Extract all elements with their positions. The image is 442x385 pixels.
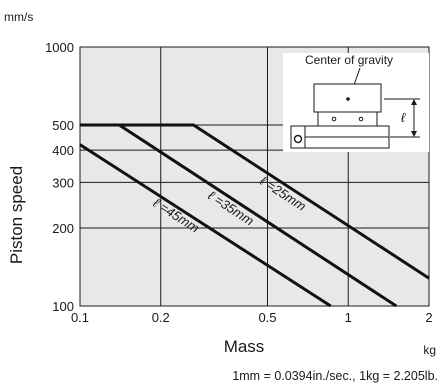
y-tick-label: 500 [52, 118, 74, 133]
conversion-footnote: 1mm = 0.0394in./sec., 1kg = 2.205lb. [232, 369, 438, 383]
series-line-3 [79, 143, 332, 308]
center-of-gravity-mark [346, 97, 350, 101]
y-tick-label: 1000 [45, 40, 74, 55]
port-fitting [293, 134, 303, 144]
x-tick-label: 0.2 [152, 310, 170, 325]
y-tick-label: 100 [52, 299, 74, 314]
x-unit-label: kg [423, 343, 436, 357]
x-tick-label: 0.5 [258, 310, 276, 325]
center-of-gravity-inset: Center of gravity ℓ [283, 53, 429, 152]
y-tick-label: 200 [52, 221, 74, 236]
series-line-2 [80, 123, 398, 308]
y-axis-title: Piston speed [7, 166, 26, 264]
table-bolt-right [358, 116, 364, 122]
series-lines [79, 123, 430, 308]
dim-arrow-top [411, 99, 417, 105]
y-unit-label: mm/s [4, 10, 33, 24]
table-bolt-left [331, 116, 337, 122]
slide-table [317, 111, 378, 127]
center-of-gravity-label: Center of gravity [305, 53, 393, 67]
x-tick-label: 1 [345, 310, 352, 325]
y-tick-label: 300 [52, 175, 74, 190]
dim-arrow-bottom [411, 131, 417, 137]
y-tick-labels: 100 200 300 400 500 1000 [45, 40, 74, 314]
x-tick-label: 0.1 [71, 310, 89, 325]
x-axis-title: Mass [224, 337, 265, 356]
y-tick-label: 400 [52, 143, 74, 158]
x-tick-label: 2 [425, 310, 432, 325]
dimension-symbol: ℓ [401, 110, 406, 125]
x-tick-labels: 0.1 0.2 0.5 1 2 [71, 310, 433, 325]
